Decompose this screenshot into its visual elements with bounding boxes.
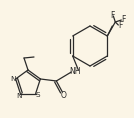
Text: N: N [10, 76, 15, 82]
Text: NH: NH [70, 67, 81, 76]
Text: S: S [35, 92, 40, 97]
Text: O: O [60, 91, 66, 101]
Text: F: F [118, 21, 122, 30]
Text: N: N [17, 93, 22, 99]
Text: F: F [110, 11, 115, 19]
Text: F: F [121, 15, 126, 23]
